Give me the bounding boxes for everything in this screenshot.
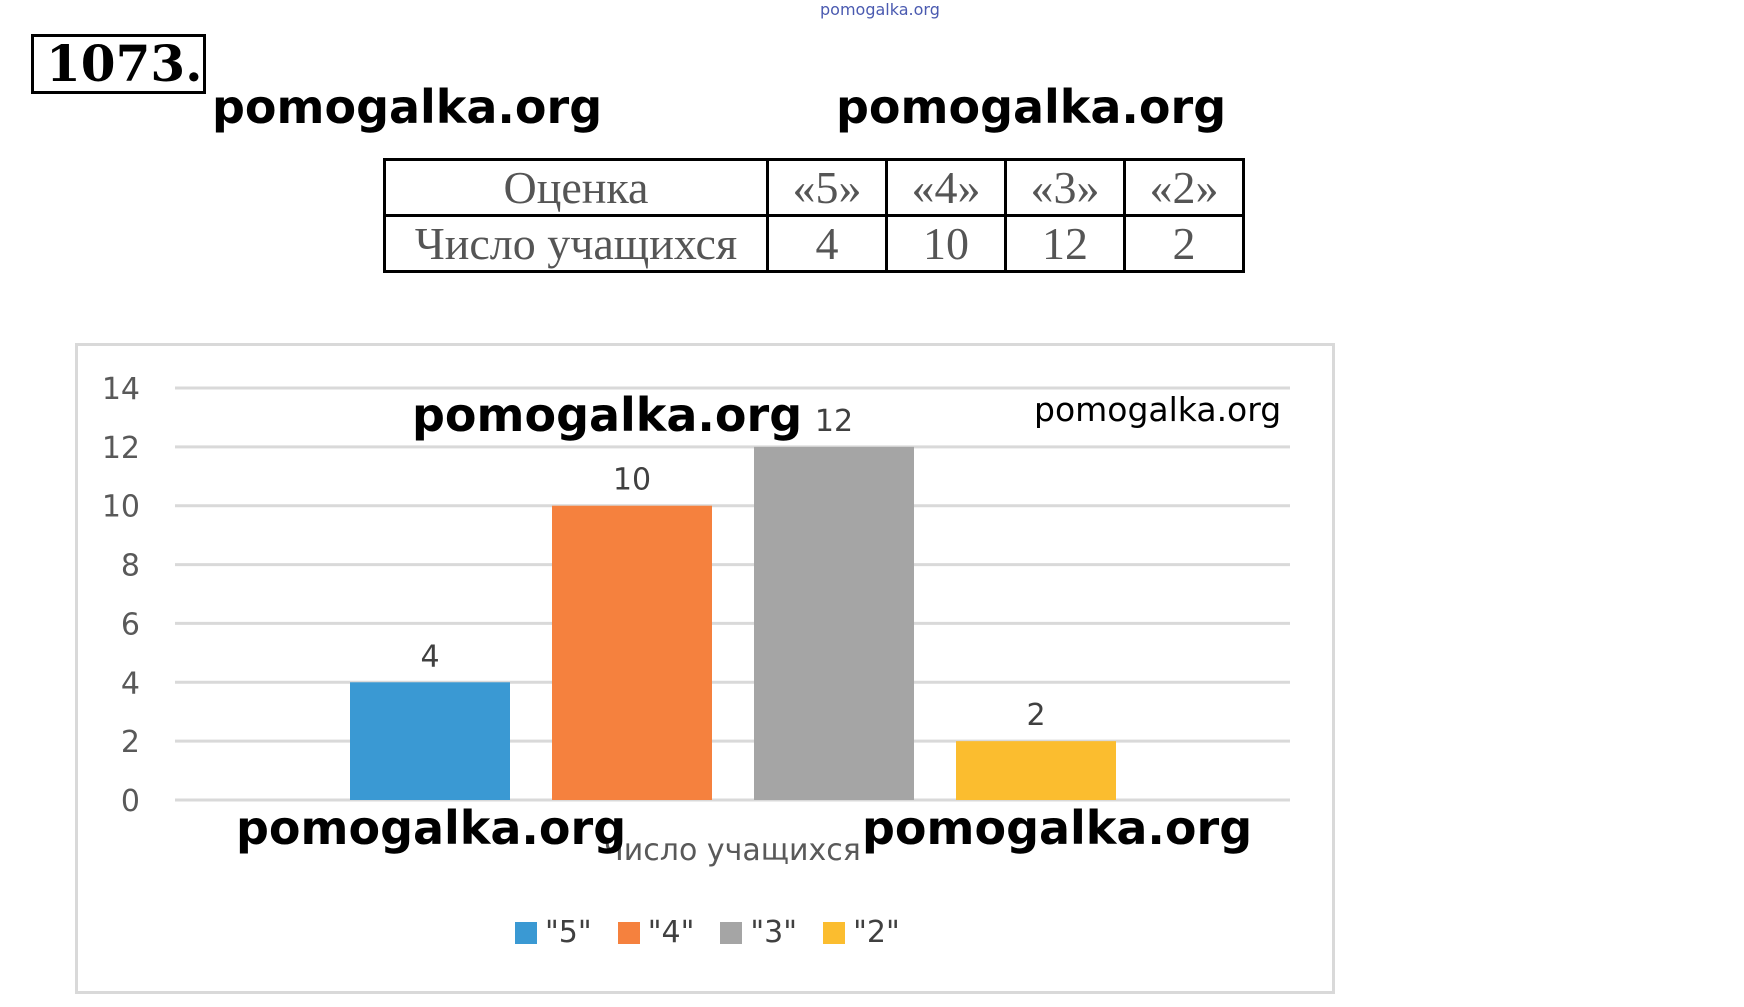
y-tick-label: 4 xyxy=(121,666,140,701)
data-label: 2 xyxy=(1026,698,1045,733)
table-row: Число учащихся 4 10 12 2 xyxy=(383,214,1245,273)
legend-swatch xyxy=(720,921,743,944)
y-tick-label: 8 xyxy=(121,549,140,584)
y-tick-label: 12 xyxy=(102,431,140,466)
bar xyxy=(754,446,914,800)
watermark: pomogalka.org xyxy=(862,801,1253,855)
grade-cell: «5» xyxy=(766,158,888,217)
y-tick-label: 2 xyxy=(121,725,140,760)
legend-swatch xyxy=(823,921,846,944)
table-row: Оценка «5» «4» «3» «2» xyxy=(383,158,1245,217)
legend-item: "2" xyxy=(823,915,900,950)
watermark: pomogalka.org xyxy=(236,801,627,855)
table-row-header: Оценка xyxy=(383,158,769,217)
legend-label: "4" xyxy=(647,915,695,950)
watermark: pomogalka.org xyxy=(836,80,1227,134)
legend-item: "3" xyxy=(720,915,797,950)
legend-label: "5" xyxy=(545,915,592,950)
chart-legend: "5" "4" "3" "2" xyxy=(515,915,900,950)
count-cell: 4 xyxy=(766,214,888,273)
watermark: pomogalka.org xyxy=(1034,390,1282,429)
top-watermark: pomogalka.org xyxy=(820,0,940,19)
legend-swatch xyxy=(515,921,537,944)
watermark: pomogalka.org xyxy=(212,80,603,134)
watermark: pomogalka.org xyxy=(412,388,803,442)
count-cell: 10 xyxy=(885,214,1007,273)
bar xyxy=(350,682,510,800)
legend-label: "3" xyxy=(750,915,798,950)
y-tick-label: 10 xyxy=(102,490,140,525)
table-row-header: Число учащихся xyxy=(383,214,769,273)
legend-item: "5" xyxy=(515,915,592,950)
data-label: 10 xyxy=(613,463,651,498)
grade-cell: «2» xyxy=(1123,158,1245,217)
legend-label: "2" xyxy=(853,915,900,950)
count-cell: 2 xyxy=(1123,214,1245,273)
x-axis-label: Число учащихся xyxy=(603,833,861,868)
y-tick-label: 14 xyxy=(102,372,140,407)
count-cell: 12 xyxy=(1004,214,1126,273)
grade-table: Оценка «5» «4» «3» «2» Число учащихся 4 … xyxy=(383,158,1245,273)
legend-swatch xyxy=(617,921,640,944)
bar xyxy=(956,741,1116,800)
grade-cell: «4» xyxy=(885,158,1007,217)
data-label: 12 xyxy=(815,404,853,439)
y-tick-label: 6 xyxy=(121,607,140,642)
problem-number: 1073. xyxy=(31,34,206,94)
legend-item: "4" xyxy=(617,915,695,950)
bar xyxy=(552,505,712,800)
grade-cell: «3» xyxy=(1004,158,1126,217)
data-label: 4 xyxy=(420,639,439,674)
y-tick-label: 0 xyxy=(121,784,140,819)
